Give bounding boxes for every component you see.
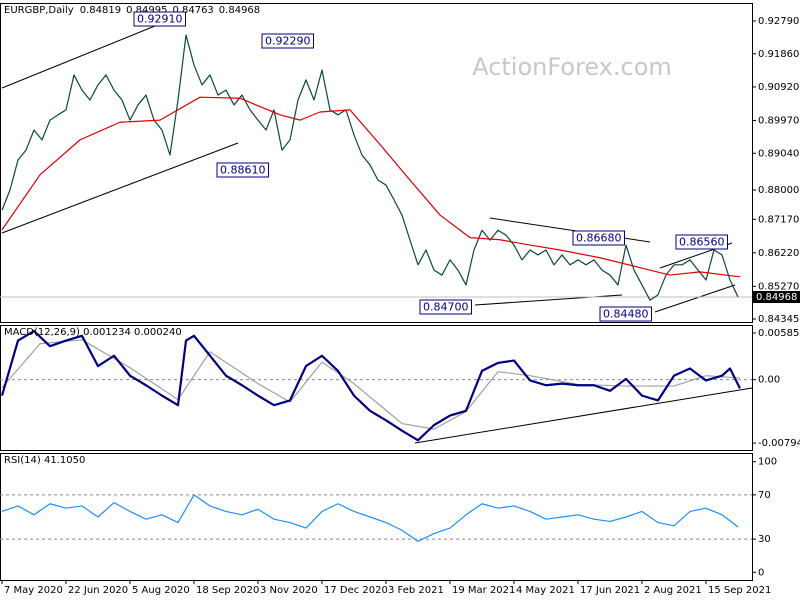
price-panel-frame	[0, 3, 753, 323]
y-tick-label: 0.00	[758, 375, 780, 386]
x-tick-label: 4 May 2021	[516, 585, 575, 596]
y-tick-label: 0.85270	[758, 281, 799, 292]
annotation-label: 0.88610	[220, 164, 266, 177]
trend-line	[414, 387, 753, 444]
y-tick-label: 0.86220	[758, 248, 799, 259]
labels: 0.92790 0.91860 0.90920 0.89970 0.89040 0.880…	[1, 5, 800, 596]
watermark: ActionForex.com	[472, 53, 672, 81]
y-tick-label: -0.007945	[758, 438, 800, 449]
annotation-box	[599, 306, 652, 322]
x-tick-label: 7 May 2020	[4, 585, 63, 596]
annotation-label: 0.86560	[679, 236, 725, 249]
y-tick-label: 0.92790	[758, 16, 799, 27]
ohlc-value: 0.84968	[219, 5, 260, 16]
rsi-panel-frame	[0, 453, 753, 581]
x-tick-label: 2 Aug 2021	[644, 585, 702, 596]
macd-panel-frame	[0, 325, 753, 451]
y-tick-label: 0.84345	[758, 314, 799, 325]
y-tick-label: 100	[758, 457, 777, 468]
y-tick-label: 0.87170	[758, 214, 799, 225]
plots	[0, 34, 752, 542]
y-tick-label: 0.89040	[758, 148, 799, 159]
annotation-box	[419, 299, 472, 315]
x-tick-label: 18 Sep 2020	[196, 585, 259, 596]
y-tick-label: 0.91860	[758, 49, 799, 60]
trend-lines	[1, 14, 753, 444]
x-tick-label: 17 Dec 2020	[324, 585, 388, 596]
x-tick-label: 22 Jun 2020	[68, 585, 128, 596]
y-tick-label: 0.005858	[758, 328, 800, 339]
annotation-box	[675, 234, 728, 250]
x-tick-label: 17 Jun 2021	[580, 585, 640, 596]
annotation-label: 0.86680	[576, 232, 622, 245]
x-tick-label: 3 Feb 2021	[388, 585, 444, 596]
series-line	[1, 34, 739, 301]
annotation-label: 0.92290	[265, 35, 311, 48]
y-tick-label: 70	[758, 490, 771, 501]
trend-line	[1, 142, 239, 234]
y-tick-label: 0.90920	[758, 82, 799, 93]
panel-title: EURGBP,Daily	[4, 5, 74, 16]
x-tick-label: 15 Sep 2021	[708, 585, 771, 596]
trend-line	[1, 14, 183, 89]
panel-title: RSI(14) 41.1050	[4, 455, 85, 466]
y-tick-label: 0.89970	[758, 115, 799, 126]
annotation-label: 0.92910	[137, 13, 183, 26]
trend-line	[654, 284, 736, 313]
y-tick-label: 0	[758, 567, 764, 578]
ohlc-value: 0.84763	[172, 5, 213, 16]
annotation-label: 0.84480	[603, 308, 649, 321]
panel-title: MACD(12,26,9) 0.001234 0.000240	[4, 327, 182, 338]
annotation-box	[572, 230, 625, 246]
series-line	[1, 96, 741, 278]
ohlc-value: 0.84819	[80, 5, 121, 16]
last-price-tag	[753, 291, 800, 304]
annotation-box	[133, 11, 186, 27]
last-price-label: 0.84968	[756, 292, 797, 303]
y-tick-label: 30	[758, 534, 771, 545]
x-tick-label: 5 Aug 2020	[132, 585, 190, 596]
x-tick-label: 3 Nov 2020	[260, 585, 318, 596]
series-line	[1, 494, 739, 542]
x-tick-label: 19 Mar 2021	[452, 585, 515, 596]
annotation-box	[261, 33, 314, 49]
y-tick-label: 0.88000	[758, 185, 799, 196]
ohlc-value: 0.84995	[126, 5, 167, 16]
annotation-label: 0.84700	[423, 301, 469, 314]
series-line	[0, 329, 741, 442]
annotation-box	[216, 162, 269, 178]
